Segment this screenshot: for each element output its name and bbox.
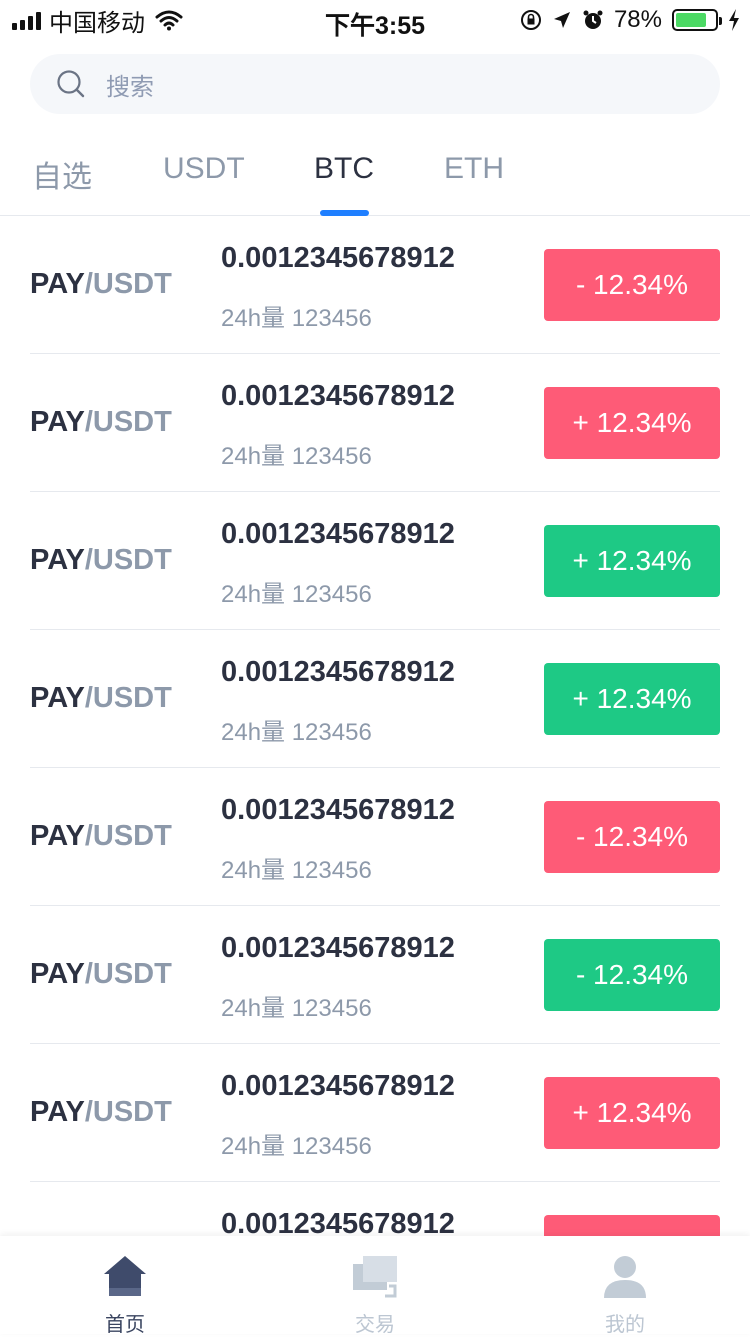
volume-24h: 24h量 123456 <box>221 1133 372 1160</box>
pair-name: PAY/USDT <box>30 682 172 714</box>
table-row[interactable]: PAY/USDT 0.0012345678912 24h量 123456 - 1… <box>30 768 720 906</box>
trade-icon <box>353 1256 397 1298</box>
market-tabs: 自选 USDT BTC ETH <box>0 130 750 216</box>
tab-eth[interactable]: ETH <box>444 152 504 185</box>
last-price: 0.0012345678912 <box>221 932 455 964</box>
pair-name: PAY/USDT <box>30 820 172 852</box>
nav-home[interactable]: 首页 <box>0 1236 250 1336</box>
nav-trade[interactable]: 交易 <box>250 1236 500 1336</box>
last-price: 0.0012345678912 <box>221 380 455 412</box>
nav-trade-label: 交易 <box>355 1314 395 1336</box>
battery-percent: 78% <box>613 6 662 33</box>
pair-name: PAY/USDT <box>30 1096 172 1128</box>
change-badge: + 12.34% <box>544 663 720 735</box>
change-badge: - 12.34% <box>544 249 720 321</box>
search-input[interactable]: 搜索 <box>30 54 720 114</box>
change-badge: - 12.34% <box>544 801 720 873</box>
wifi-icon <box>155 10 183 31</box>
change-badge: + 12.34% <box>544 387 720 459</box>
table-row[interactable]: 0.0012345678912 <box>30 1182 720 1236</box>
last-price: 0.0012345678912 <box>221 656 455 688</box>
status-bar: 中国移动 下午3:55 78% <box>0 0 750 40</box>
last-price: 0.0012345678912 <box>221 1070 455 1102</box>
change-badge: - 12.34% <box>544 939 720 1011</box>
table-row[interactable]: PAY/USDT 0.0012345678912 24h量 123456 + 1… <box>30 492 720 630</box>
tab-usdt[interactable]: USDT <box>163 152 245 185</box>
pair-name: PAY/USDT <box>30 544 172 576</box>
bottom-nav: 首页 交易 我的 <box>0 1236 750 1336</box>
pair-name: PAY/USDT <box>30 958 172 990</box>
pair-name: PAY/USDT <box>30 406 172 438</box>
nav-profile-label: 我的 <box>605 1314 645 1336</box>
table-row[interactable]: PAY/USDT 0.0012345678912 24h量 123456 - 1… <box>30 216 720 354</box>
rotation-lock-icon <box>520 10 541 30</box>
charging-icon <box>729 9 739 31</box>
change-badge: + 12.34% <box>544 525 720 597</box>
table-row[interactable]: PAY/USDT 0.0012345678912 24h量 123456 + 1… <box>30 1044 720 1182</box>
market-list: PAY/USDT 0.0012345678912 24h量 123456 - 1… <box>30 216 720 1236</box>
table-row[interactable]: PAY/USDT 0.0012345678912 24h量 123456 + 1… <box>30 354 720 492</box>
carrier-name: 中国移动 <box>49 9 145 37</box>
search-placeholder: 搜索 <box>106 73 154 101</box>
battery-icon <box>672 9 722 31</box>
home-icon <box>104 1256 146 1296</box>
last-price: 0.0012345678912 <box>221 242 455 274</box>
clock: 下午3:55 <box>324 12 426 40</box>
signal-icon <box>12 10 41 30</box>
volume-24h: 24h量 123456 <box>221 443 372 470</box>
nav-profile[interactable]: 我的 <box>500 1236 750 1336</box>
last-price: 0.0012345678912 <box>221 794 455 826</box>
profile-icon <box>604 1256 646 1298</box>
nav-home-label: 首页 <box>105 1314 145 1336</box>
pair-name: PAY/USDT <box>30 268 172 300</box>
search-icon <box>57 70 85 98</box>
tab-btc[interactable]: BTC <box>314 152 374 185</box>
volume-24h: 24h量 123456 <box>221 719 372 746</box>
location-icon <box>553 12 570 28</box>
volume-24h: 24h量 123456 <box>221 581 372 608</box>
alarm-icon <box>583 10 603 29</box>
change-badge: + 12.34% <box>544 1077 720 1149</box>
tab-favorites[interactable]: 自选 <box>32 161 92 194</box>
active-tab-indicator <box>320 210 369 216</box>
volume-24h: 24h量 123456 <box>221 995 372 1022</box>
last-price: 0.0012345678912 <box>221 1208 455 1236</box>
last-price: 0.0012345678912 <box>221 518 455 550</box>
volume-24h: 24h量 123456 <box>221 305 372 332</box>
change-badge <box>544 1215 720 1236</box>
table-row[interactable]: PAY/USDT 0.0012345678912 24h量 123456 - 1… <box>30 906 720 1044</box>
table-row[interactable]: PAY/USDT 0.0012345678912 24h量 123456 + 1… <box>30 630 720 768</box>
volume-24h: 24h量 123456 <box>221 857 372 884</box>
